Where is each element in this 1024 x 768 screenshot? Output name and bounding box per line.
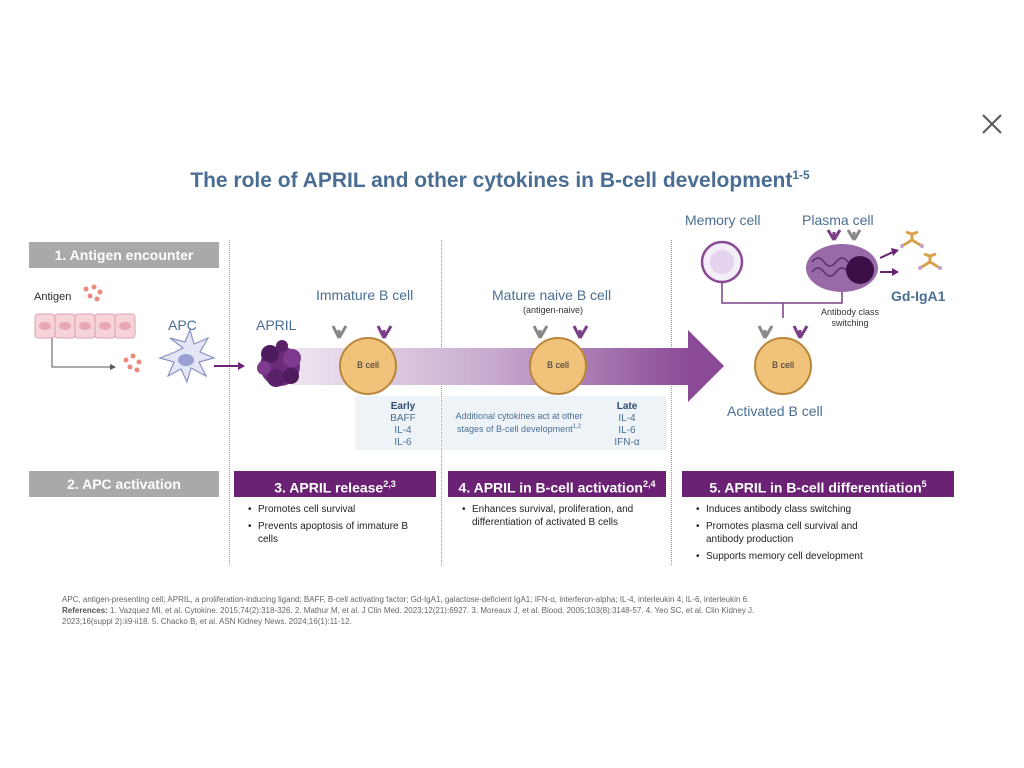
step-4-sup: 2,4 xyxy=(642,479,656,489)
step-3-sup: 2,3 xyxy=(383,479,396,489)
additional-note-line-2: stages of B-cell development xyxy=(457,424,573,434)
bcell-label-immature: B cell xyxy=(356,360,379,370)
differentiation-connectors xyxy=(721,282,843,318)
diagram-illustration xyxy=(34,229,942,450)
step-1-banner: 1. Antigen encounter xyxy=(29,242,219,268)
abbreviations: APC, antigen-presenting cell; APRIL, a p… xyxy=(62,595,750,604)
step-2-banner: 2. APC activation xyxy=(29,471,219,497)
early-cytokine: IL-4 xyxy=(394,425,412,436)
antigen-particles xyxy=(83,284,142,373)
bullet-item: Induces antibody class switching xyxy=(696,503,896,516)
bcell-label-activated: B cell xyxy=(771,360,794,370)
gd-iga1-antibodies xyxy=(900,230,942,270)
step-4-bullets: Enhances survival, proliferation, and di… xyxy=(462,503,662,533)
plasma-cell xyxy=(806,229,878,292)
footnotes: APC, antigen-presenting cell; APRIL, a p… xyxy=(62,594,962,627)
late-cytokine: IFN-α xyxy=(614,437,640,448)
late-cytokine: IL-6 xyxy=(618,425,636,436)
early-cytokine: IL-6 xyxy=(394,437,412,448)
late-cytokine: IL-4 xyxy=(618,413,636,424)
step-5-banner: 5. APRIL in B-cell differentiation5 xyxy=(682,471,954,497)
april-molecule xyxy=(257,340,301,387)
late-cytokine-panel xyxy=(442,396,667,450)
apc-cell xyxy=(158,328,216,384)
immature-b-cell xyxy=(331,325,397,395)
step-3-banner: 3. APRIL release2,3 xyxy=(234,471,436,497)
apc-label: APC xyxy=(168,317,197,333)
separator-3 xyxy=(671,240,672,565)
april-label: APRIL xyxy=(256,317,297,333)
step-3-bullets: Promotes cell survival Prevents apoptosi… xyxy=(248,503,428,550)
separator-2 xyxy=(441,240,442,565)
bullet-item: Supports memory cell development xyxy=(696,550,896,563)
additional-note-sup: 1,2 xyxy=(572,424,581,430)
bullet-item: Prevents apoptosis of immature B cells xyxy=(248,520,428,546)
step-4-label: 4. APRIL in B-cell activation xyxy=(458,479,643,496)
late-title: Late xyxy=(616,401,638,412)
additional-note-line-1: Additional cytokines act at other xyxy=(455,411,583,421)
bullet-item: Promotes plasma cell survival and antibo… xyxy=(696,520,896,546)
class-switching-line-1: Antibody class xyxy=(820,307,880,317)
references-line-2: 2023;16(suppl 2):ii9-ii18. 5. Chacko B, … xyxy=(62,617,352,626)
apc-arrowhead xyxy=(238,362,245,370)
title-superscript: 1-5 xyxy=(792,168,810,182)
epithelial-cells xyxy=(34,313,136,339)
immature-b-cell-label: Immature B cell xyxy=(316,287,414,303)
class-switching-line-2: switching xyxy=(831,318,869,328)
title-text: The role of APRIL and other cytokines in… xyxy=(190,169,793,192)
plasma-output-arrows xyxy=(879,248,899,276)
early-cytokines: Early BAFF IL-4 IL-6 xyxy=(378,401,428,449)
step-5-sup: 5 xyxy=(921,479,927,489)
antigen-path-arrow xyxy=(51,338,116,370)
additional-cytokines-note: Additional cytokines act at other stages… xyxy=(444,411,594,435)
step-4-banner: 4. APRIL in B-cell activation2,4 xyxy=(448,471,666,497)
mature-b-cell-sublabel: (antigen-naive) xyxy=(523,305,584,315)
memory-cell xyxy=(700,240,744,284)
early-title: Early xyxy=(390,401,416,412)
activated-b-cell xyxy=(754,325,812,395)
mature-b-cell-label: Mature naive B cell xyxy=(492,287,612,303)
bcell-label-mature: B cell xyxy=(546,360,569,370)
early-cytokine: BAFF xyxy=(390,413,416,424)
separator-1 xyxy=(229,240,230,565)
bullet-item: Enhances survival, proliferation, and di… xyxy=(462,503,662,529)
early-cytokine-panel xyxy=(355,396,440,450)
class-switching-label: Antibody class switching xyxy=(815,307,885,329)
plasma-cell-label: Plasma cell xyxy=(802,212,874,228)
close-icon[interactable] xyxy=(978,110,1006,138)
mature-b-cell xyxy=(529,325,589,395)
step-3-label: 3. APRIL release xyxy=(274,479,384,496)
antigen-label: Antigen xyxy=(34,291,72,303)
references-label: References: xyxy=(62,606,108,615)
gd-iga1-label: Gd-IgA1 xyxy=(891,288,946,304)
references-line-1: 1. Vazquez MI, et al. Cytokine. 2015;74(… xyxy=(110,606,755,615)
step-5-label: 5. APRIL in B-cell differentiation xyxy=(709,479,922,496)
page-title: The role of APRIL and other cytokines in… xyxy=(0,168,1000,193)
late-cytokines: Late IL-4 IL-6 IFN-α xyxy=(604,401,650,449)
activated-b-cell-label: Activated B cell xyxy=(727,403,823,419)
references: References: 1. Vazquez MI, et al. Cytoki… xyxy=(62,605,962,616)
step-5-bullets: Induces antibody class switching Promote… xyxy=(696,503,896,567)
memory-cell-label: Memory cell xyxy=(685,212,761,228)
bullet-item: Promotes cell survival xyxy=(248,503,428,516)
